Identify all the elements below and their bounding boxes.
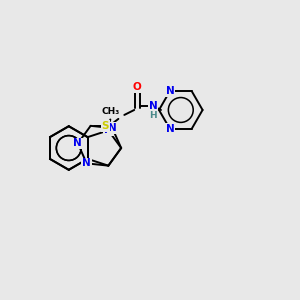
Text: N: N: [166, 86, 174, 96]
Text: CH₃: CH₃: [101, 107, 119, 116]
Text: H: H: [149, 111, 157, 120]
Text: N: N: [149, 101, 158, 111]
Text: N: N: [166, 124, 174, 134]
Text: N: N: [74, 139, 82, 148]
Text: N: N: [104, 125, 113, 135]
Text: S: S: [102, 121, 109, 131]
Text: N: N: [108, 123, 117, 133]
Text: O: O: [133, 82, 142, 92]
Text: N: N: [82, 158, 91, 168]
